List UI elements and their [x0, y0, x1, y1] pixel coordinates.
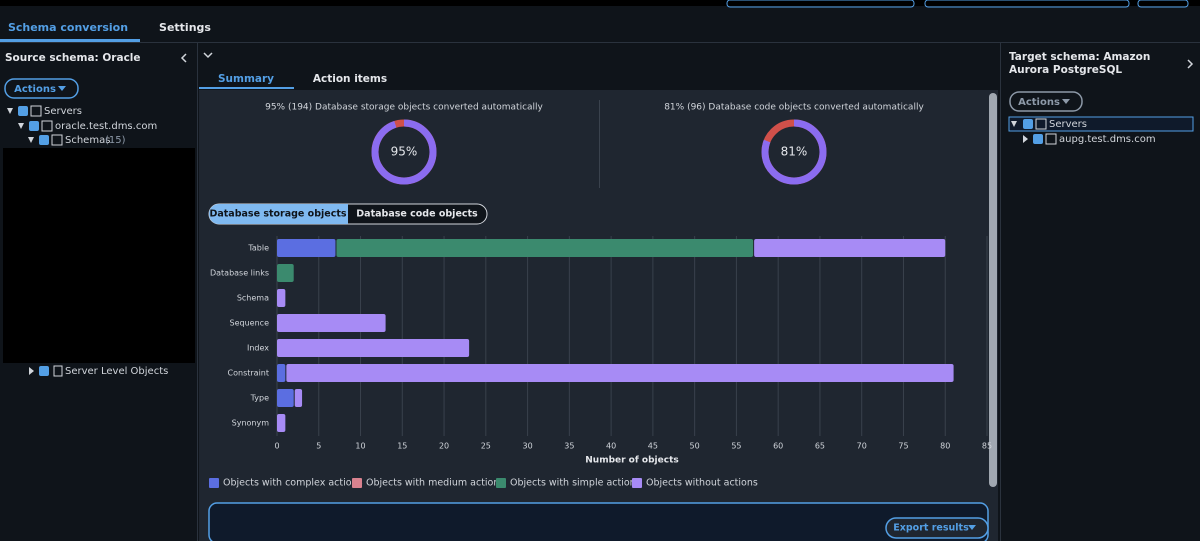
- tab[interactable]: Schema conversion: [8, 21, 128, 34]
- export-button[interactable]: [885, 517, 989, 539]
- bar-segment: [277, 414, 286, 432]
- y-tick-label: Synonym: [232, 419, 270, 428]
- donut-caption: 95% (194) Database storage objects conve…: [265, 103, 543, 113]
- actions-button[interactable]: [4, 78, 79, 99]
- toggle-option[interactable]: Database storage objects: [209, 209, 346, 220]
- button-label: Actions: [1018, 97, 1060, 108]
- tree-item[interactable]: oracle.test.dms.com: [55, 121, 157, 132]
- x-tick-label: 5: [316, 442, 321, 451]
- x-tick-label: 0: [274, 442, 279, 451]
- x-tick-label: 10: [355, 442, 365, 451]
- bar-segment: [277, 364, 286, 382]
- x-tick-label: 55: [731, 442, 741, 451]
- tree-item[interactable]: Servers: [1049, 119, 1087, 130]
- tab[interactable]: Settings: [159, 21, 211, 34]
- legend-label: Objects with simple actions: [510, 478, 641, 489]
- actions-button[interactable]: [1009, 91, 1083, 112]
- x-tick-label: 65: [815, 442, 825, 451]
- donut-label: 95%: [391, 145, 418, 159]
- bar-segment: [277, 314, 386, 332]
- bar-segment: [277, 289, 286, 307]
- tree-item[interactable]: Server Level Objects: [65, 366, 168, 377]
- bar-segment: [286, 364, 954, 382]
- toggle-option[interactable]: Database code objects: [356, 209, 478, 220]
- tree-item[interactable]: aupg.test.dms.com: [1059, 134, 1156, 145]
- x-tick-label: 25: [481, 442, 491, 451]
- donut-label: 81%: [781, 145, 808, 159]
- x-tick-label: 50: [690, 442, 700, 451]
- tab[interactable]: Summary: [218, 73, 274, 85]
- legend-swatch: [209, 478, 219, 488]
- bar-segment: [294, 389, 303, 407]
- donut-arc: [761, 119, 827, 185]
- x-tick-label: 75: [898, 442, 908, 451]
- y-tick-label: Type: [250, 394, 269, 403]
- x-tick-label: 35: [564, 442, 574, 451]
- tree-count: (15): [105, 135, 126, 146]
- x-tick-label: 15: [397, 442, 407, 451]
- y-tick-label: Database links: [210, 269, 269, 278]
- bar-segment: [277, 264, 294, 282]
- bar-segment: [277, 389, 294, 407]
- tab[interactable]: Action items: [313, 73, 387, 85]
- x-tick-label: 70: [857, 442, 867, 451]
- tree-item[interactable]: Servers: [44, 106, 82, 117]
- legend-label: Objects with medium actions: [366, 478, 504, 489]
- x-tick-label: 40: [606, 442, 616, 451]
- x-axis-title: Number of objects: [585, 456, 678, 466]
- y-tick-label: Sequence: [230, 319, 270, 328]
- y-tick-label: Index: [247, 344, 269, 353]
- legend-label: Objects with complex actions: [223, 478, 363, 489]
- button-label: Actions: [14, 84, 56, 95]
- donut-caption: 81% (96) Database code objects converted…: [664, 103, 924, 113]
- legend-swatch: [632, 478, 642, 488]
- button-label: Export results: [893, 523, 969, 534]
- x-tick-label: 45: [648, 442, 658, 451]
- y-tick-label: Schema: [237, 294, 269, 303]
- x-tick-label: 85: [982, 442, 992, 451]
- tree-item[interactable]: Schemas: [65, 135, 110, 146]
- x-tick-label: 20: [439, 442, 449, 451]
- y-tick-label: Constraint: [228, 369, 269, 378]
- x-tick-label: 30: [522, 442, 532, 451]
- bar-segment: [754, 239, 946, 257]
- bar-segment: [277, 239, 336, 257]
- panel-title: Target schema: Amazon Aurora PostgreSQL: [1009, 51, 1151, 76]
- x-tick-label: 60: [773, 442, 783, 451]
- legend-swatch: [352, 478, 362, 488]
- y-tick-label: Table: [247, 244, 269, 253]
- x-tick-label: 80: [940, 442, 950, 451]
- bar-segment: [277, 339, 470, 357]
- donut-arc: [371, 119, 437, 185]
- legend-swatch: [496, 478, 506, 488]
- legend-label: Objects without actions: [646, 478, 758, 489]
- panel-title: Source schema: Oracle: [5, 52, 141, 64]
- bar-segment: [336, 239, 754, 257]
